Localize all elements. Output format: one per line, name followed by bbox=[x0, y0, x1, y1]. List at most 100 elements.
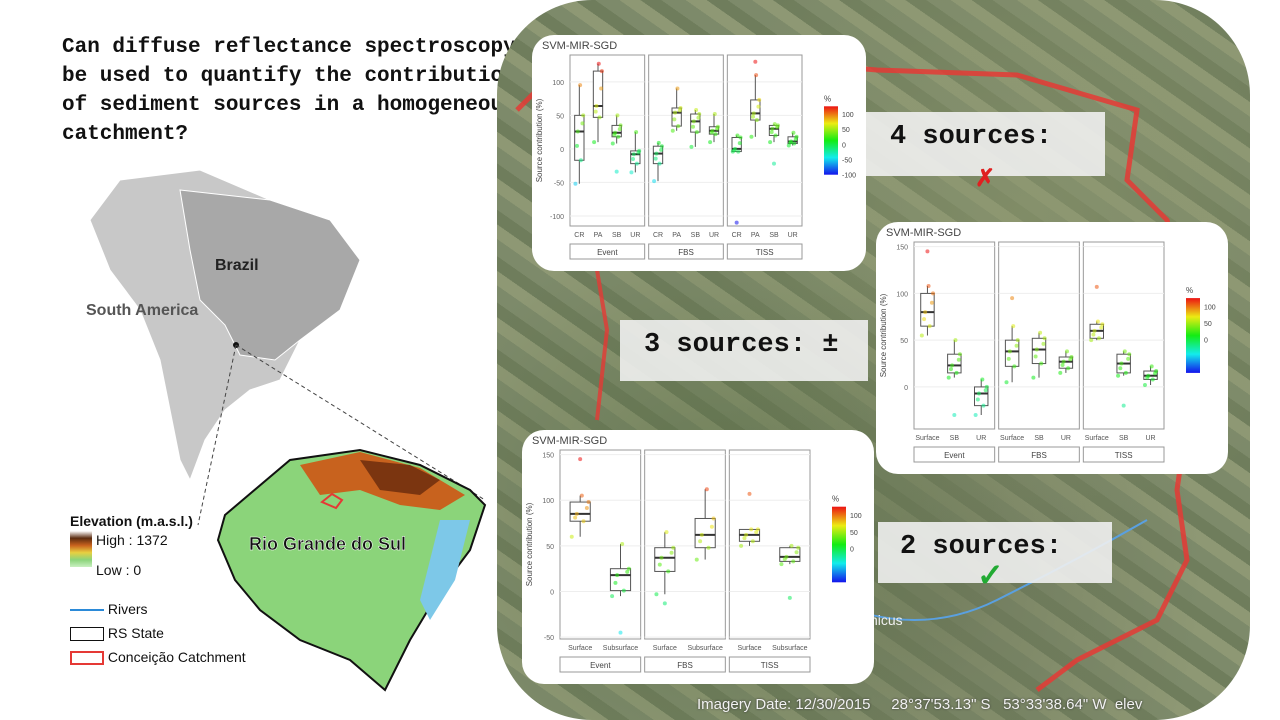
x-tick-label: UR bbox=[1061, 435, 1071, 442]
data-point bbox=[599, 86, 604, 91]
data-point bbox=[791, 559, 796, 564]
colorbar-tick: 50 bbox=[850, 530, 858, 537]
data-point bbox=[1061, 359, 1066, 364]
x-tick-label: PA bbox=[594, 232, 603, 239]
data-point bbox=[697, 112, 702, 117]
colorbar-tick: 0 bbox=[842, 142, 846, 149]
colorbar bbox=[824, 106, 838, 175]
check-icon: ✓ bbox=[977, 557, 1004, 593]
data-point bbox=[1033, 354, 1038, 359]
facet-label: TISS bbox=[756, 248, 774, 257]
label-2-sources: 2 sources: bbox=[878, 522, 1112, 583]
data-point bbox=[671, 545, 676, 550]
legend-catchment: Conceição Catchment bbox=[107, 649, 246, 665]
data-point bbox=[954, 370, 959, 375]
chart-svg: SVM-MIR-SGD Source contribution (%) -100 -5… bbox=[535, 40, 856, 260]
colorbar-tick: 100 bbox=[850, 513, 862, 520]
data-point bbox=[773, 133, 778, 138]
y-axis-label: Source contribution (%) bbox=[535, 98, 544, 182]
data-point bbox=[614, 169, 619, 174]
data-point bbox=[1042, 336, 1047, 341]
data-point bbox=[698, 539, 703, 544]
facet-strip bbox=[644, 656, 726, 673]
data-point bbox=[749, 527, 754, 532]
data-point bbox=[575, 143, 579, 148]
x-tick-label: CR bbox=[732, 232, 742, 239]
colorbar bbox=[1186, 298, 1200, 373]
x-tick-label: Surface bbox=[568, 645, 592, 652]
facet-strip bbox=[569, 243, 646, 260]
x-tick-label: Surface bbox=[737, 645, 761, 652]
data-point bbox=[742, 536, 747, 541]
data-point bbox=[757, 97, 762, 102]
data-point bbox=[1142, 383, 1147, 388]
x-tick-label: PA bbox=[751, 232, 760, 239]
data-point bbox=[581, 519, 586, 524]
data-point bbox=[786, 143, 791, 148]
data-point bbox=[1065, 349, 1070, 354]
brazil-label: Brazil bbox=[215, 257, 259, 274]
data-point bbox=[1123, 370, 1128, 375]
chart-title: SVM-MIR-SGD bbox=[886, 227, 961, 239]
data-point bbox=[946, 375, 951, 380]
facet-strip bbox=[913, 446, 996, 463]
data-point bbox=[704, 487, 709, 492]
y-axis-label: Source contribution (%) bbox=[525, 502, 534, 586]
colorbar bbox=[832, 506, 846, 583]
y-tick-label: 50 bbox=[556, 113, 564, 120]
data-point bbox=[919, 333, 924, 338]
data-point bbox=[618, 630, 623, 635]
data-point bbox=[676, 124, 681, 129]
data-point bbox=[1007, 349, 1012, 354]
chart-svg: SVM-MIR-SGD Source contribution (%) 0 50 100… bbox=[879, 227, 1216, 463]
data-point bbox=[922, 317, 927, 322]
facet-label: TISS bbox=[761, 661, 779, 670]
facet-label: Event bbox=[597, 248, 618, 257]
data-point bbox=[615, 113, 620, 118]
x-tick-label: Surface bbox=[653, 645, 677, 652]
data-point bbox=[694, 107, 699, 112]
data-point bbox=[772, 122, 777, 127]
data-point bbox=[713, 132, 718, 137]
data-point bbox=[612, 132, 617, 137]
y-tick-label: -100 bbox=[550, 214, 564, 221]
data-point bbox=[579, 493, 584, 498]
colorbar-tick: -100 bbox=[842, 173, 856, 180]
data-point bbox=[573, 181, 578, 186]
y-tick-label: 50 bbox=[546, 544, 554, 551]
data-point bbox=[739, 543, 744, 548]
data-point bbox=[584, 505, 589, 510]
colorbar-tick: -50 bbox=[842, 158, 852, 165]
data-point bbox=[1006, 356, 1011, 361]
x-tick-label: CR bbox=[653, 232, 663, 239]
data-point bbox=[756, 104, 761, 109]
data-point bbox=[792, 141, 797, 146]
data-point bbox=[666, 569, 671, 574]
data-point bbox=[789, 543, 794, 548]
elevation-ramp bbox=[70, 531, 92, 567]
data-point bbox=[770, 126, 775, 131]
data-point bbox=[751, 111, 756, 116]
data-point bbox=[747, 491, 752, 496]
data-point bbox=[929, 300, 934, 305]
longitude: 53°33'38.64" W bbox=[1003, 696, 1107, 713]
y-tick-label: 150 bbox=[896, 245, 908, 252]
data-point bbox=[1122, 349, 1127, 354]
data-point bbox=[788, 140, 793, 145]
y-tick-label: 100 bbox=[896, 291, 908, 298]
x-tick-label: Surface bbox=[1000, 435, 1024, 442]
data-point bbox=[1145, 375, 1150, 380]
data-point bbox=[709, 130, 714, 135]
y-tick-label: 150 bbox=[542, 453, 554, 460]
data-point bbox=[737, 141, 742, 146]
data-point bbox=[1004, 380, 1009, 385]
y-axis-label: Source contribution (%) bbox=[879, 293, 888, 377]
data-point bbox=[653, 156, 658, 161]
data-point bbox=[636, 150, 641, 155]
data-point bbox=[578, 83, 583, 88]
data-point bbox=[744, 532, 749, 537]
latitude: 28°37'53.13" S bbox=[891, 696, 991, 713]
location-maps: Brazil South America Rio Grande do Sul bbox=[86, 169, 487, 692]
y-tick-label: 0 bbox=[560, 147, 564, 154]
imagery-date: Imagery Date: 12/30/2015 bbox=[697, 696, 871, 713]
